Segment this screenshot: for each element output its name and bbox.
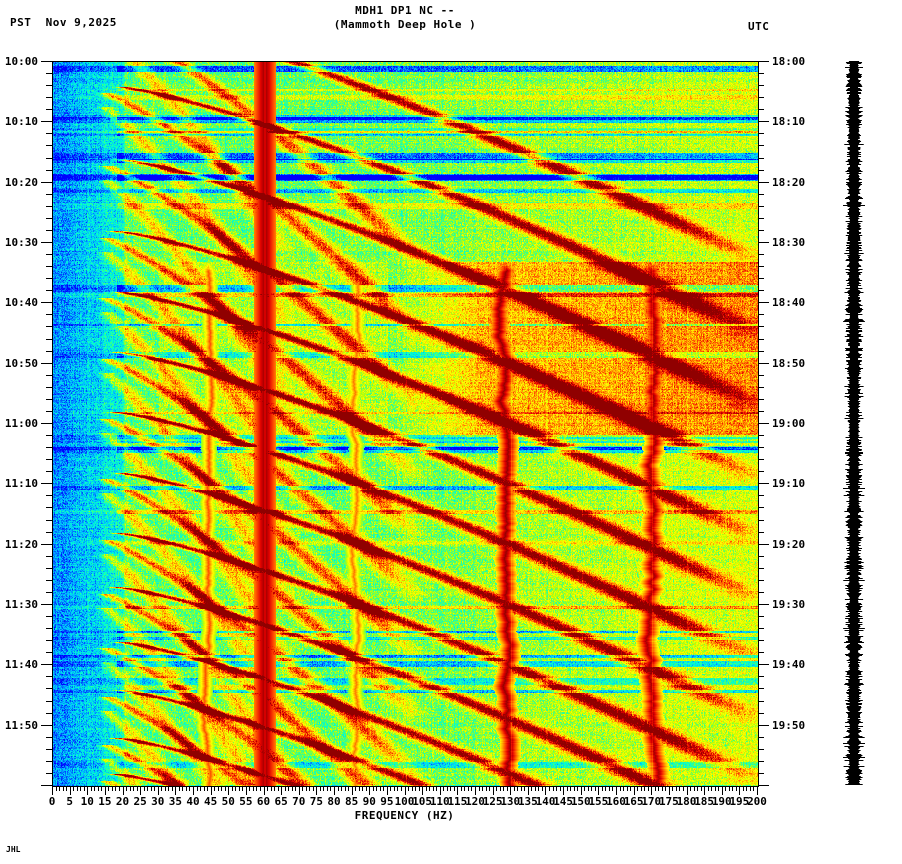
spectrogram-heatmap [53, 62, 758, 786]
header-timezone-right: UTC [748, 20, 770, 33]
frequency-label: 70 [292, 795, 306, 808]
right-time-label: 18:40 [772, 296, 806, 310]
frequency-label: 195 [729, 795, 750, 808]
frequency-label: 190 [711, 795, 732, 808]
frequency-label: 20 [115, 795, 130, 808]
frequency-label: 75 [309, 795, 323, 808]
right-time-label: 18:50 [772, 356, 806, 370]
frequency-label: 160 [606, 795, 626, 808]
frequency-label: 30 [151, 795, 165, 808]
frequency-label: 80 [327, 795, 341, 808]
frequency-label: 15 [98, 795, 112, 808]
left-time-label: 10:00 [4, 55, 38, 68]
right-time-label: 19:00 [772, 417, 806, 430]
right-time-axis-ticks [758, 61, 770, 787]
left-time-label: 11:30 [4, 598, 38, 611]
frequency-label: 10 [80, 795, 94, 808]
left-time-label: 10:20 [4, 175, 38, 189]
frequency-label: 165 [623, 795, 644, 808]
frequency-label: 85 [345, 795, 359, 808]
right-time-label: 18:00 [772, 55, 806, 68]
frequency-label: 135 [517, 795, 538, 808]
left-time-label: 10:30 [4, 236, 38, 249]
frequency-label: 110 [429, 795, 450, 808]
frequency-label: 40 [186, 795, 200, 808]
frequency-label: 140 [535, 795, 556, 808]
page-title: MDH1 DP1 NC -- [355, 4, 455, 17]
frequency-label: 5 [66, 795, 73, 808]
frequency-label: 60 [256, 795, 271, 808]
spectrogram-plot [52, 61, 759, 787]
frequency-label: 170 [641, 795, 662, 808]
frequency-label: 115 [447, 795, 468, 808]
header-timezone-date: PST Nov 9,2025 [10, 16, 117, 29]
right-time-label: 19:10 [772, 477, 806, 491]
right-time-label: 18:30 [772, 236, 806, 249]
frequency-axis-title: FREQUENCY (HZ) [354, 809, 455, 822]
frequency-label: 55 [239, 795, 253, 808]
frequency-label: 50 [221, 795, 235, 808]
frequency-label: 120 [465, 795, 485, 808]
right-time-label: 18:10 [772, 115, 806, 129]
left-time-label: 11:40 [4, 658, 38, 672]
left-time-label: 11:20 [4, 537, 38, 551]
frequency-label: 125 [482, 795, 503, 808]
frequency-label: 150 [570, 795, 591, 808]
left-time-label: 10:10 [4, 115, 38, 129]
left-time-label: 10:50 [4, 356, 38, 370]
frequency-label: 130 [500, 795, 521, 808]
frequency-label: 95 [380, 795, 394, 808]
frequency-label: 35 [168, 795, 182, 808]
seismogram-trace-strip [843, 61, 867, 785]
right-time-label: 19:20 [772, 537, 806, 551]
left-time-label: 11:50 [4, 718, 38, 732]
page-subtitle: (Mammoth Deep Hole ) [333, 18, 477, 31]
frequency-label: 180 [676, 795, 697, 808]
right-time-label: 19:50 [772, 718, 806, 732]
left-time-label: 11:10 [4, 477, 38, 491]
frequency-label: 45 [204, 795, 218, 808]
left-time-label: 10:40 [4, 296, 38, 310]
right-time-label: 19:40 [772, 658, 806, 672]
frequency-label: 145 [553, 795, 574, 808]
seismogram-trace [843, 61, 867, 785]
frequency-label: 155 [588, 795, 609, 808]
right-time-label: 19:30 [772, 598, 806, 611]
frequency-label: 175 [658, 795, 679, 808]
right-time-label: 18:20 [772, 175, 806, 189]
frequency-label: 90 [362, 795, 376, 808]
frequency-label: 65 [274, 795, 288, 808]
frequency-axis-ticks [52, 786, 758, 798]
frequency-label: 25 [133, 795, 147, 808]
frequency-label: 185 [694, 795, 715, 808]
corner-artifact-text: JHL [6, 845, 21, 854]
left-time-label: 11:00 [4, 417, 38, 430]
frequency-label: 100 [394, 795, 415, 808]
frequency-label: 200 [747, 795, 767, 808]
frequency-label: 0 [48, 795, 56, 808]
left-time-axis-ticks [40, 61, 52, 787]
frequency-label: 105 [412, 795, 433, 808]
